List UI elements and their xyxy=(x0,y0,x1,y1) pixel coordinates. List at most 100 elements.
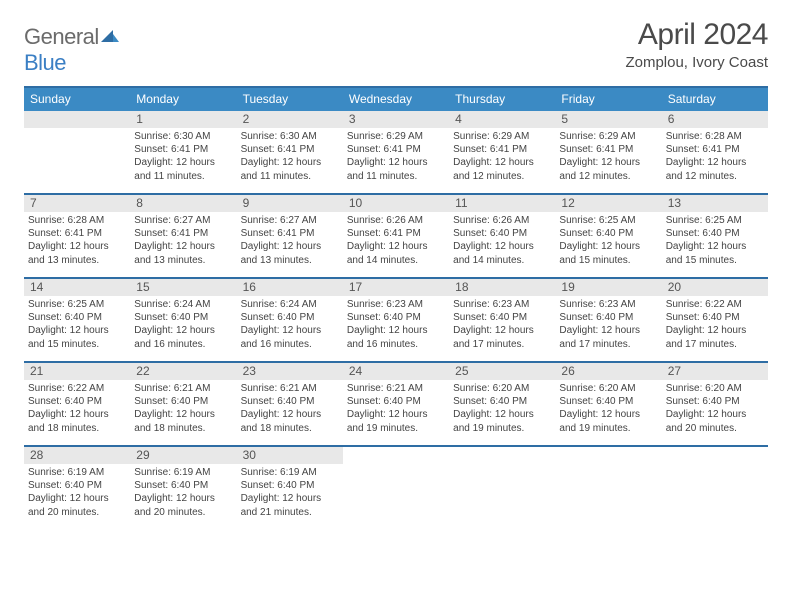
day-number: 17 xyxy=(343,279,449,296)
day-number: 2 xyxy=(237,111,343,128)
daylight-line: Daylight: 12 hours and 19 minutes. xyxy=(559,408,657,434)
sunset-line: Sunset: 6:40 PM xyxy=(666,227,764,240)
day-number: 22 xyxy=(130,363,236,380)
day-number: 6 xyxy=(662,111,768,128)
sunset-line: Sunset: 6:41 PM xyxy=(666,143,764,156)
sunset-line: Sunset: 6:40 PM xyxy=(347,311,445,324)
calendar-cell: 11Sunrise: 6:26 AMSunset: 6:40 PMDayligh… xyxy=(449,195,555,273)
day-number: 11 xyxy=(449,195,555,212)
day-number xyxy=(24,111,130,128)
day-details: Sunrise: 6:22 AMSunset: 6:40 PMDaylight:… xyxy=(666,297,764,351)
day-number: 30 xyxy=(237,447,343,464)
sunrise-line: Sunrise: 6:25 AM xyxy=(559,214,657,227)
calendar-cell: 9 Sunrise: 6:27 AMSunset: 6:41 PMDaylight… xyxy=(237,195,343,273)
day-details: Sunrise: 6:20 AMSunset: 6:40 PMDaylight:… xyxy=(453,381,551,435)
calendar-cell: 17Sunrise: 6:23 AMSunset: 6:40 PMDayligh… xyxy=(343,279,449,357)
daylight-line: Daylight: 12 hours and 18 minutes. xyxy=(241,408,339,434)
daylight-line: Daylight: 12 hours and 11 minutes. xyxy=(134,156,232,182)
day-number: 19 xyxy=(555,279,661,296)
day-details: Sunrise: 6:24 AMSunset: 6:40 PMDaylight:… xyxy=(134,297,232,351)
calendar-cell: 19Sunrise: 6:23 AMSunset: 6:40 PMDayligh… xyxy=(555,279,661,357)
calendar-cell: 24Sunrise: 6:21 AMSunset: 6:40 PMDayligh… xyxy=(343,363,449,441)
sunrise-line: Sunrise: 6:23 AM xyxy=(559,298,657,311)
daylight-line: Daylight: 12 hours and 13 minutes. xyxy=(134,240,232,266)
sunrise-line: Sunrise: 6:21 AM xyxy=(134,382,232,395)
sunrise-line: Sunrise: 6:23 AM xyxy=(347,298,445,311)
day-details: Sunrise: 6:25 AMSunset: 6:40 PMDaylight:… xyxy=(666,213,764,267)
day-number: 27 xyxy=(662,363,768,380)
weekday-header: Friday xyxy=(555,88,661,111)
day-number: 13 xyxy=(662,195,768,212)
daylight-line: Daylight: 12 hours and 18 minutes. xyxy=(28,408,126,434)
weekday-header: Sunday xyxy=(24,88,130,111)
calendar-page: GeneralBlue April 2024 Zomplou, Ivory Co… xyxy=(0,0,792,537)
day-number: 26 xyxy=(555,363,661,380)
weekday-header: Thursday xyxy=(449,88,555,111)
sunrise-line: Sunrise: 6:20 AM xyxy=(666,382,764,395)
sunrise-line: Sunrise: 6:27 AM xyxy=(241,214,339,227)
brand-name: GeneralBlue xyxy=(24,24,119,76)
day-details: Sunrise: 6:20 AMSunset: 6:40 PMDaylight:… xyxy=(666,381,764,435)
calendar-cell: 4Sunrise: 6:29 AMSunset: 6:41 PMDaylight… xyxy=(449,111,555,189)
day-details: Sunrise: 6:23 AMSunset: 6:40 PMDaylight:… xyxy=(559,297,657,351)
daylight-line: Daylight: 12 hours and 14 minutes. xyxy=(347,240,445,266)
sunset-line: Sunset: 6:41 PM xyxy=(559,143,657,156)
day-number: 29 xyxy=(130,447,236,464)
daylight-line: Daylight: 12 hours and 13 minutes. xyxy=(28,240,126,266)
daylight-line: Daylight: 12 hours and 12 minutes. xyxy=(666,156,764,182)
day-number: 10 xyxy=(343,195,449,212)
calendar-cell: 15Sunrise: 6:24 AMSunset: 6:40 PMDayligh… xyxy=(130,279,236,357)
day-number: 5 xyxy=(555,111,661,128)
sunset-line: Sunset: 6:40 PM xyxy=(28,311,126,324)
day-details: Sunrise: 6:19 AMSunset: 6:40 PMDaylight:… xyxy=(241,465,339,519)
sunrise-line: Sunrise: 6:30 AM xyxy=(241,130,339,143)
day-details: Sunrise: 6:22 AMSunset: 6:40 PMDaylight:… xyxy=(28,381,126,435)
sunset-line: Sunset: 6:41 PM xyxy=(347,143,445,156)
calendar-cell: 2Sunrise: 6:30 AMSunset: 6:41 PMDaylight… xyxy=(237,111,343,189)
sunset-line: Sunset: 6:40 PM xyxy=(28,395,126,408)
sunset-line: Sunset: 6:40 PM xyxy=(28,479,126,492)
sunrise-line: Sunrise: 6:25 AM xyxy=(666,214,764,227)
day-details: Sunrise: 6:19 AMSunset: 6:40 PMDaylight:… xyxy=(134,465,232,519)
day-details: Sunrise: 6:30 AMSunset: 6:41 PMDaylight:… xyxy=(134,129,232,183)
sunset-line: Sunset: 6:41 PM xyxy=(241,227,339,240)
daylight-line: Daylight: 12 hours and 13 minutes. xyxy=(241,240,339,266)
day-number: 7 xyxy=(24,195,130,212)
calendar-cell: 20Sunrise: 6:22 AMSunset: 6:40 PMDayligh… xyxy=(662,279,768,357)
daylight-line: Daylight: 12 hours and 20 minutes. xyxy=(134,492,232,518)
sunrise-line: Sunrise: 6:27 AM xyxy=(134,214,232,227)
sunset-line: Sunset: 6:40 PM xyxy=(241,311,339,324)
daylight-line: Daylight: 12 hours and 18 minutes. xyxy=(134,408,232,434)
sunrise-line: Sunrise: 6:22 AM xyxy=(28,382,126,395)
daylight-line: Daylight: 12 hours and 15 minutes. xyxy=(28,324,126,350)
daylight-line: Daylight: 12 hours and 20 minutes. xyxy=(28,492,126,518)
day-number: 14 xyxy=(24,279,130,296)
day-details: Sunrise: 6:26 AMSunset: 6:40 PMDaylight:… xyxy=(453,213,551,267)
calendar-grid: Sunday Monday Tuesday Wednesday Thursday… xyxy=(24,86,768,525)
sunrise-line: Sunrise: 6:20 AM xyxy=(559,382,657,395)
sunrise-line: Sunrise: 6:29 AM xyxy=(347,130,445,143)
sunset-line: Sunset: 6:41 PM xyxy=(134,143,232,156)
calendar-cell: 30Sunrise: 6:19 AMSunset: 6:40 PMDayligh… xyxy=(237,447,343,525)
day-number: 3 xyxy=(343,111,449,128)
day-number: 9 xyxy=(237,195,343,212)
sunset-line: Sunset: 6:40 PM xyxy=(347,395,445,408)
sunset-line: Sunset: 6:40 PM xyxy=(559,395,657,408)
day-details: Sunrise: 6:25 AMSunset: 6:40 PMDaylight:… xyxy=(559,213,657,267)
day-number: 23 xyxy=(237,363,343,380)
daylight-line: Daylight: 12 hours and 12 minutes. xyxy=(453,156,551,182)
daylight-line: Daylight: 12 hours and 16 minutes. xyxy=(134,324,232,350)
day-details: Sunrise: 6:29 AMSunset: 6:41 PMDaylight:… xyxy=(559,129,657,183)
day-number: 4 xyxy=(449,111,555,128)
day-number: 21 xyxy=(24,363,130,380)
sunrise-line: Sunrise: 6:28 AM xyxy=(28,214,126,227)
sunset-line: Sunset: 6:41 PM xyxy=(453,143,551,156)
sunset-line: Sunset: 6:40 PM xyxy=(453,311,551,324)
calendar-cell: 22Sunrise: 6:21 AMSunset: 6:40 PMDayligh… xyxy=(130,363,236,441)
sunrise-line: Sunrise: 6:25 AM xyxy=(28,298,126,311)
sunrise-line: Sunrise: 6:28 AM xyxy=(666,130,764,143)
weekday-header: Wednesday xyxy=(343,88,449,111)
day-details: Sunrise: 6:30 AMSunset: 6:41 PMDaylight:… xyxy=(241,129,339,183)
calendar-cell: 3Sunrise: 6:29 AMSunset: 6:41 PMDaylight… xyxy=(343,111,449,189)
calendar-cell: 23Sunrise: 6:21 AMSunset: 6:40 PMDayligh… xyxy=(237,363,343,441)
